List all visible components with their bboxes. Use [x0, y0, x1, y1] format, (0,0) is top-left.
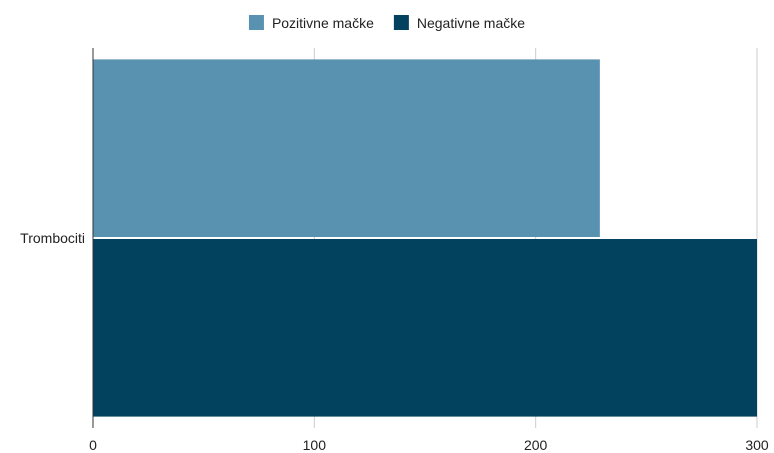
x-tick-label: 300 [745, 437, 769, 453]
legend-swatch-1 [393, 15, 409, 30]
legend-label-0: Pozitivne mačke [272, 15, 374, 31]
bar-negativne-0 [93, 239, 757, 417]
legend-label-1: Negativne mačke [417, 15, 525, 31]
category-labels: Trombociti [20, 230, 85, 246]
category-label: Trombociti [20, 230, 85, 246]
x-axis-ticks: 0 100 200 300 [89, 437, 769, 453]
x-tick-label: 0 [89, 437, 97, 453]
legend-swatch-0 [248, 15, 264, 30]
x-tick-label: 100 [303, 437, 327, 453]
bar-pozitivne-0 [93, 59, 600, 238]
x-tick-label: 200 [524, 437, 548, 453]
legend: Pozitivne mačke Negativne mačke [248, 15, 525, 31]
bars [93, 59, 757, 417]
